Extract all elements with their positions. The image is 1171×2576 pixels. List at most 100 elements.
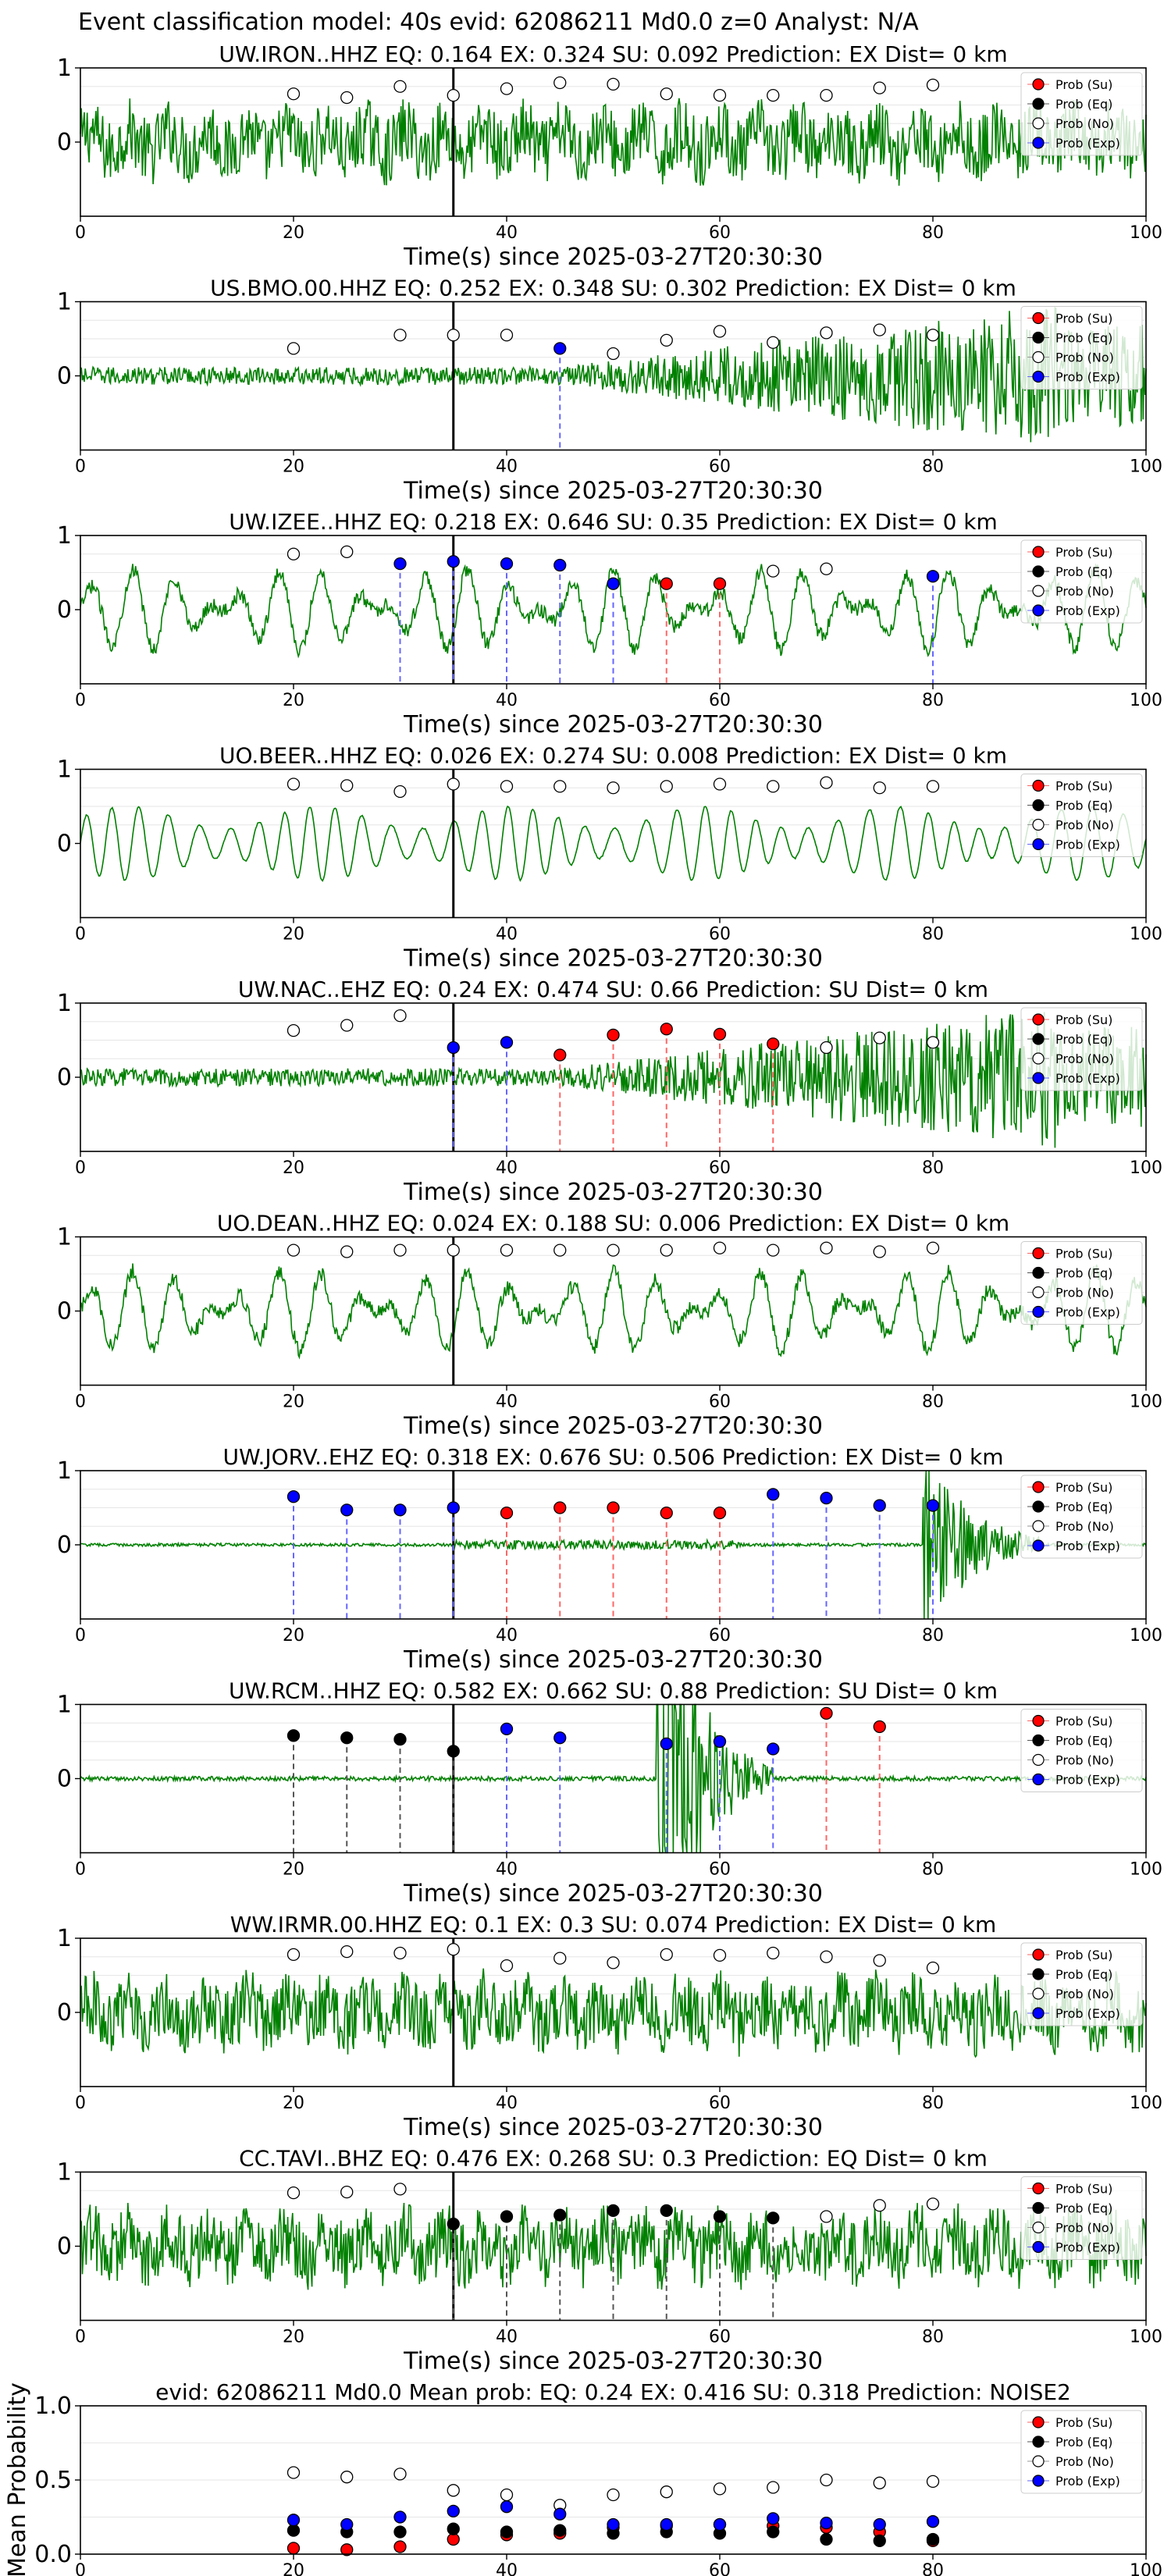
y-tick-label: 1	[57, 1457, 72, 1485]
legend-marker-su	[1032, 1481, 1045, 1493]
legend-box	[1020, 1241, 1143, 1325]
x-tick-label: 40	[496, 1158, 518, 1178]
legend-marker-no	[1032, 1753, 1045, 1767]
prob-exp-point	[447, 1501, 460, 1514]
waveform-trace	[80, 1012, 1147, 1148]
prob-no-point	[500, 1244, 514, 1257]
y-tick-label: 0.5	[34, 2467, 72, 2494]
legend-label: Prob (Eq)	[1055, 1032, 1112, 1047]
x-axis-label: Time(s) since 2025-03-27T20:30:30	[403, 1413, 823, 1440]
prob-no-point	[340, 1245, 354, 1258]
x-tick-label: 60	[709, 2561, 731, 2576]
x-axis-label: Time(s) since 2025-03-27T20:30:30	[403, 1646, 823, 1674]
mean-prob-no-point	[447, 2484, 460, 2497]
mean-prob-exp-point	[820, 2516, 833, 2530]
prob-exp-point	[713, 1735, 727, 1749]
y-tick-label: 0	[57, 2233, 72, 2261]
mean-prob-exp-point	[873, 2517, 886, 2532]
station-panel: UO.DEAN..HHZ EQ: 0.024 EX: 0.188 SU: 0.0…	[57, 1211, 1162, 1440]
legend-marker-eq	[1032, 2435, 1045, 2448]
prob-no-point	[447, 777, 460, 791]
prob-su-point	[713, 577, 727, 590]
prob-no-point	[447, 89, 460, 102]
legend-label: Prob (Exp)	[1055, 1071, 1120, 1086]
prob-no-point	[553, 1244, 567, 1257]
legend-marker-su	[1032, 1714, 1045, 1727]
y-tick-label: 1	[57, 1925, 72, 1952]
prob-no-point	[287, 1948, 301, 1962]
y-tick-label: 0	[57, 1064, 72, 1091]
mean-prob-exp-point	[500, 2500, 514, 2514]
panel-title: UO.BEER..HHZ EQ: 0.026 EX: 0.274 SU: 0.0…	[219, 743, 1007, 769]
prob-su-point	[660, 577, 673, 590]
legend-marker-exp	[1032, 2475, 1045, 2487]
mean-prob-su-point	[287, 2542, 301, 2555]
legend-label: Prob (Exp)	[1055, 2006, 1120, 2021]
prob-no-point	[926, 2197, 940, 2211]
panel-title: UW.IRON..HHZ EQ: 0.164 EX: 0.324 SU: 0.0…	[219, 41, 1007, 67]
prob-no-point	[607, 347, 620, 361]
x-tick-label: 40	[496, 2328, 518, 2347]
legend-label: Prob (Eq)	[1055, 97, 1112, 112]
prob-no-point	[553, 76, 567, 90]
x-tick-label: 100	[1130, 691, 1162, 710]
legend-label: Prob (Eq)	[1055, 2201, 1112, 2216]
legend: Prob (Su) Prob (Eq) Prob (No) Prob (Exp)	[1020, 1709, 1143, 1792]
prob-no-point	[767, 1946, 780, 1960]
panel-title: UW.IZEE..HHZ EQ: 0.218 EX: 0.646 SU: 0.3…	[229, 509, 998, 535]
legend-marker-eq	[1032, 331, 1045, 344]
legend-marker-exp	[1032, 838, 1045, 851]
prob-no-point	[660, 87, 673, 101]
station-panel: CC.TAVI..BHZ EQ: 0.476 EX: 0.268 SU: 0.3…	[57, 2146, 1162, 2375]
x-tick-label: 0	[75, 1393, 86, 1412]
x-tick-label: 80	[922, 1393, 944, 1412]
legend-marker-su	[1032, 78, 1045, 91]
prob-no-point	[393, 1946, 407, 1960]
x-tick-label: 40	[496, 1393, 518, 1412]
x-tick-label: 80	[922, 1860, 944, 1880]
mean-prob-exp-point	[553, 2507, 567, 2521]
legend-label: Prob (Su)	[1055, 1480, 1112, 1495]
y-tick-label: 0	[57, 831, 72, 858]
x-tick-label: 80	[922, 2094, 944, 2113]
mean-prob-no-point	[393, 2467, 407, 2481]
legend-box	[1020, 1475, 1143, 1559]
mean-prob-no-point	[660, 2485, 673, 2499]
prob-no-point	[607, 1244, 620, 1257]
mean-prob-no-point	[607, 2488, 620, 2502]
station-panel: UW.NAC..EHZ EQ: 0.24 EX: 0.474 SU: 0.66 …	[57, 977, 1162, 1206]
y-tick-label: 0	[57, 596, 72, 624]
x-tick-label: 60	[709, 1393, 731, 1412]
prob-no-point	[873, 781, 886, 795]
prob-no-point	[713, 325, 727, 338]
mean-prob-no-point	[820, 2473, 833, 2487]
prob-no-point	[713, 89, 727, 102]
legend-box	[1020, 1007, 1143, 1091]
legend-marker-exp	[1032, 137, 1045, 149]
waveform-trace	[80, 1703, 1147, 1854]
legend-label: Prob (Exp)	[1055, 838, 1120, 852]
panel-title: UW.NAC..EHZ EQ: 0.24 EX: 0.474 SU: 0.66 …	[238, 977, 988, 1002]
prob-no-point	[340, 91, 354, 105]
x-tick-label: 0	[75, 1860, 86, 1880]
legend-label: Prob (Exp)	[1055, 2240, 1120, 2255]
legend-marker-exp	[1032, 370, 1045, 383]
y-tick-label: 1	[57, 1692, 72, 1719]
x-tick-label: 40	[496, 691, 518, 710]
legend-label: Prob (Exp)	[1055, 370, 1120, 385]
x-axis-label: Time(s) since 2025-03-27T20:30:30	[403, 711, 823, 738]
prob-exp-point	[447, 1041, 460, 1055]
x-tick-label: 80	[922, 2328, 944, 2347]
prob-no-point	[340, 1944, 354, 1959]
prob-exp-point	[447, 555, 460, 568]
prob-eq-point	[340, 1731, 354, 1745]
panel-title: US.BMO.00.HHZ EQ: 0.252 EX: 0.348 SU: 0.…	[210, 276, 1016, 301]
x-tick-label: 40	[496, 457, 518, 477]
prob-no-point	[820, 1041, 833, 1055]
legend-marker-su	[1032, 1013, 1045, 1026]
mean-prob-no-point	[926, 2475, 940, 2489]
legend-marker-exp	[1032, 2007, 1045, 2019]
legend-label: Prob (Su)	[1055, 311, 1112, 326]
panel-title: evid: 62086211 Md0.0 Mean prob: EQ: 0.24…	[155, 2379, 1071, 2405]
legend: Prob (Su) Prob (Eq) Prob (No) Prob (Exp)	[1020, 306, 1143, 390]
